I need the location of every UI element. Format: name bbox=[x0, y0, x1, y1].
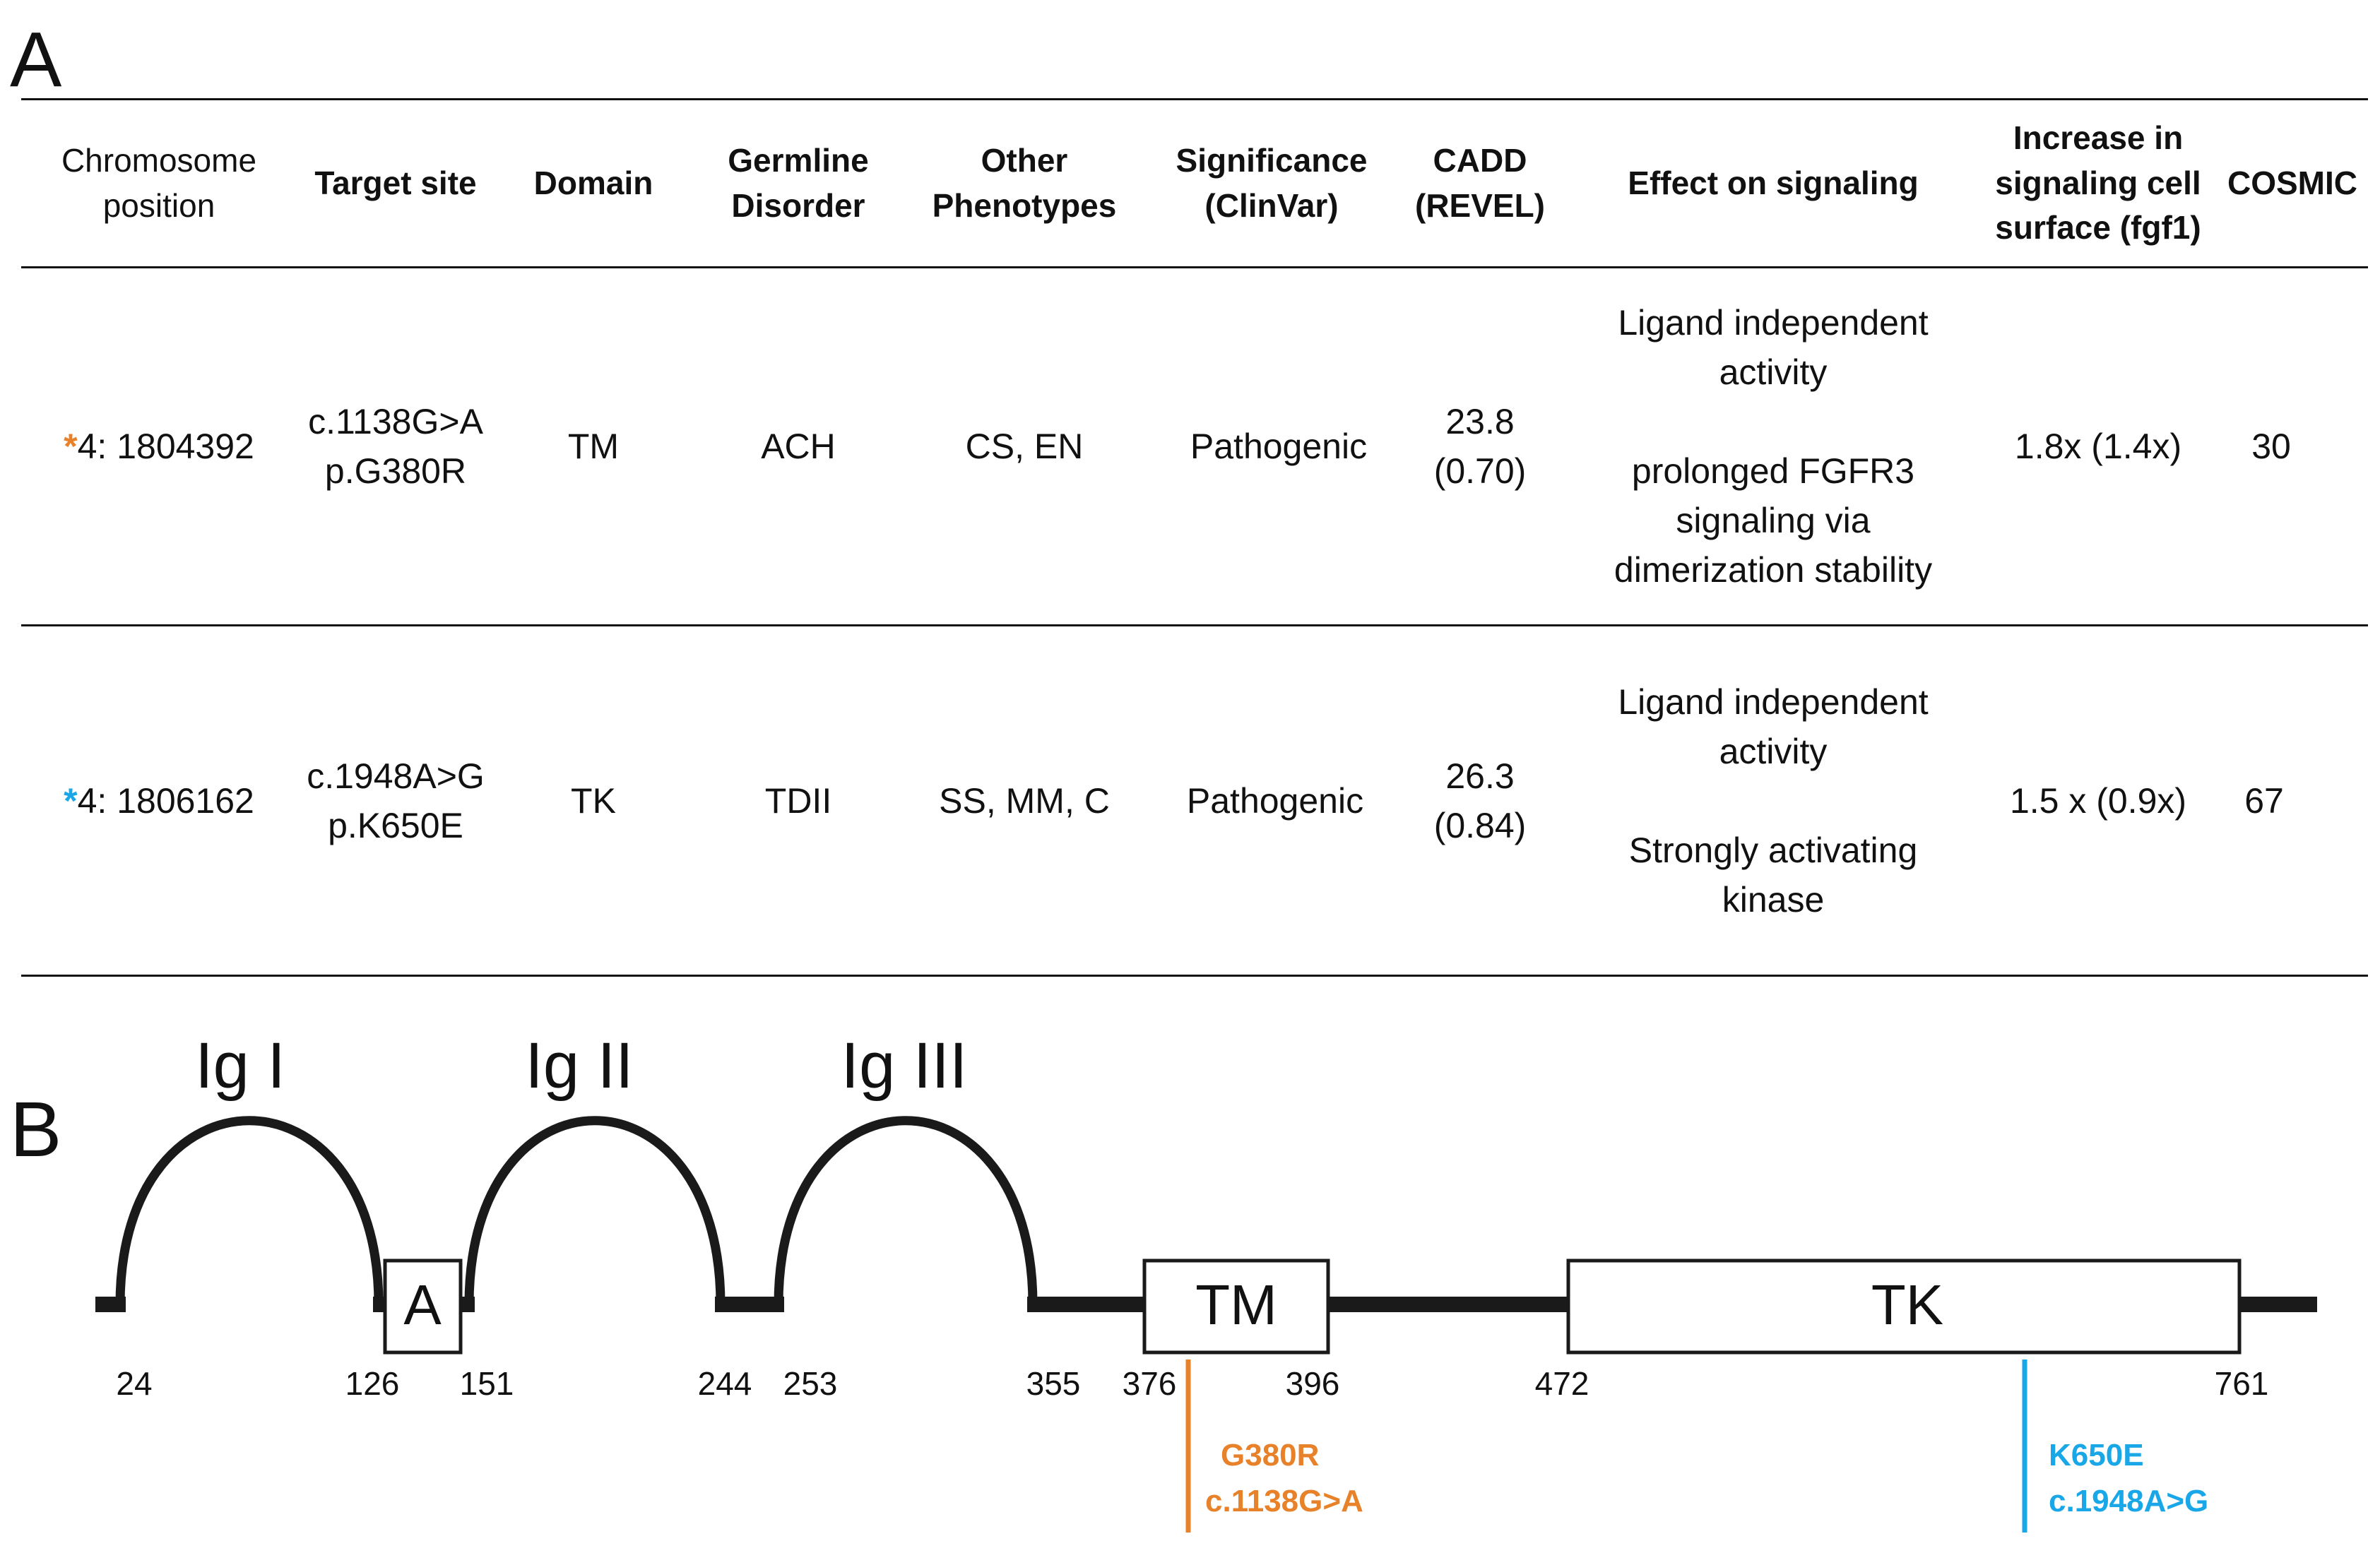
tm-box-label: TM bbox=[1195, 1273, 1277, 1336]
ig-ii-label: Ig II bbox=[525, 1030, 633, 1102]
position-label: 761 bbox=[2215, 1365, 2269, 1402]
cell-cadd-revel: 26.3 (0.84) bbox=[1433, 756, 1527, 845]
position-label: 126 bbox=[345, 1365, 400, 1402]
header-chromosome-position: Chromosome position bbox=[61, 142, 257, 224]
mutation-g380r-name: G380R bbox=[1221, 1438, 1319, 1472]
table-header-rule bbox=[21, 266, 2368, 268]
header-germline-disorder: Germline Disorder bbox=[728, 142, 869, 224]
ig-ii-arch bbox=[464, 1116, 726, 1305]
position-label: 24 bbox=[116, 1365, 152, 1402]
mutation-k650e-marker: K650E c.1948A>G bbox=[2022, 1359, 2208, 1533]
ig-i-arch bbox=[115, 1116, 384, 1305]
residue-positions: 24 126 151 244 253 355 376 396 472 761 bbox=[116, 1365, 2268, 1402]
position-label: 253 bbox=[783, 1365, 838, 1402]
orange-star-marker: * bbox=[64, 427, 78, 466]
panel-label-a: A bbox=[10, 16, 62, 103]
acid-box-domain: A bbox=[383, 1259, 463, 1355]
cell-germline-disorder: TDII bbox=[764, 780, 832, 821]
acid-box bbox=[383, 1259, 463, 1355]
cell-increase-signaling: 1.8x (1.4x) bbox=[2014, 427, 2182, 466]
cell-effect-on-signaling: Ligand independent activity prolonged FG… bbox=[1614, 303, 1933, 590]
header-significance: Significance (ClinVar) bbox=[1176, 142, 1368, 224]
ig-i-label: Ig I bbox=[195, 1030, 285, 1102]
table-top-rule bbox=[21, 98, 2368, 100]
mutation-g380r-cdna: c.1138G>A bbox=[1205, 1484, 1363, 1518]
tm-box bbox=[1142, 1259, 1330, 1355]
header-cosmic: COSMIC bbox=[2227, 164, 2357, 201]
tm-domain: TM bbox=[1142, 1259, 1330, 1355]
mutation-k650e-cdna: c.1948A>G bbox=[2049, 1484, 2208, 1518]
acid-box-label: A bbox=[403, 1273, 442, 1336]
header-domain: Domain bbox=[533, 164, 653, 201]
mutation-g380r-marker: G380R c.1138G>A bbox=[1185, 1359, 1363, 1533]
cell-increase-signaling: 1.5 x (0.9x) bbox=[2009, 780, 2187, 821]
header-other-phenotypes: Other Phenotypes bbox=[932, 142, 1117, 224]
cell-cadd-revel: 23.8 (0.70) bbox=[1433, 402, 1527, 491]
header-target-site: Target site bbox=[314, 164, 477, 201]
cell-chromosome-position: * 4: 1804392 bbox=[42, 268, 276, 624]
cell-significance: Pathogenic bbox=[1190, 427, 1368, 466]
cell-domain: TM bbox=[567, 427, 620, 466]
cell-other-phenotypes: CS, EN bbox=[965, 427, 1084, 466]
tk-box-label: TK bbox=[1871, 1273, 1943, 1336]
chromosome-position-value: 4: 1806162 bbox=[77, 780, 254, 821]
chromosome-position-value: 4: 1804392 bbox=[77, 427, 254, 466]
position-label: 396 bbox=[1286, 1365, 1340, 1402]
cell-target-site: c.1138G>A p.G380R bbox=[308, 402, 483, 491]
table-bottom-rule bbox=[21, 975, 2368, 977]
cell-chromosome-position: * 4: 1806162 bbox=[42, 626, 276, 975]
cell-germline-disorder: ACH bbox=[761, 427, 836, 466]
position-label: 355 bbox=[1026, 1365, 1081, 1402]
cell-effect-on-signaling: Ligand independent activity Strongly act… bbox=[1618, 682, 1929, 920]
header-cadd-revel: CADD (REVEL) bbox=[1415, 142, 1545, 224]
mutation-k650e-name: K650E bbox=[2049, 1438, 2144, 1472]
position-label: 376 bbox=[1123, 1365, 1177, 1402]
ig-iii-label: Ig III bbox=[841, 1030, 968, 1102]
panel-label-b: B bbox=[10, 1086, 62, 1173]
cell-target-site: c.1948A>G p.K650E bbox=[307, 756, 485, 845]
header-increase-signaling: Increase in signaling cell surface (fgf1… bbox=[1995, 119, 2201, 246]
blue-star-marker: * bbox=[64, 780, 78, 821]
header-effect-on-signaling: Effect on signaling bbox=[1628, 164, 1919, 201]
position-label: 472 bbox=[1535, 1365, 1589, 1402]
position-label: 151 bbox=[460, 1365, 514, 1402]
cell-domain: TK bbox=[571, 780, 616, 821]
cell-cosmic: 67 bbox=[2244, 780, 2284, 821]
ig-iii-arch bbox=[774, 1116, 1038, 1305]
tk-box bbox=[1566, 1259, 2242, 1355]
cell-significance: Pathogenic bbox=[1186, 780, 1364, 821]
position-label: 244 bbox=[698, 1365, 752, 1402]
tk-domain: TK bbox=[1566, 1259, 2242, 1355]
cell-cosmic: 30 bbox=[2251, 427, 2291, 466]
ig-domain-arches bbox=[115, 1116, 1038, 1305]
table-row-divider bbox=[21, 624, 2368, 626]
cell-other-phenotypes: SS, MM, C bbox=[939, 780, 1110, 821]
